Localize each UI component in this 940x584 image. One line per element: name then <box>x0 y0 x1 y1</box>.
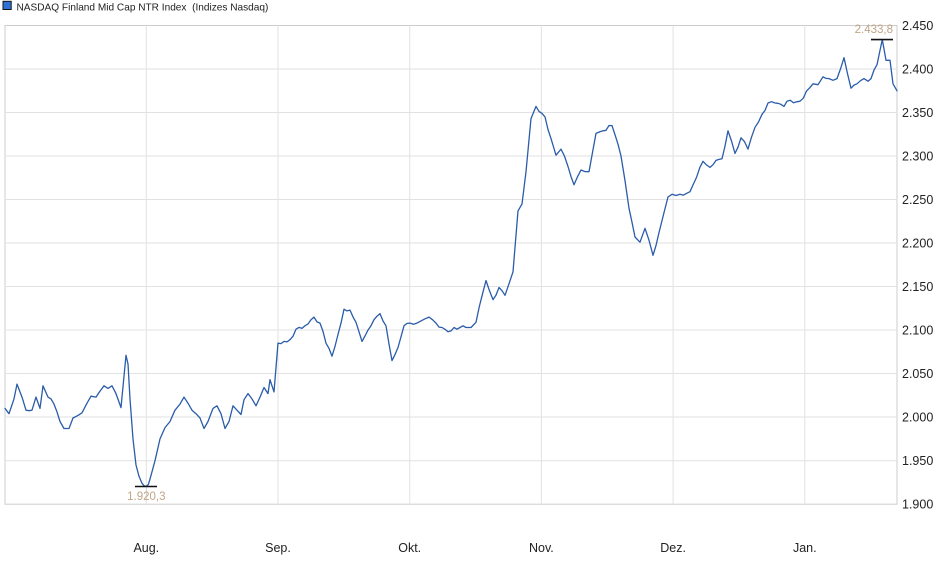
svg-text:2.150: 2.150 <box>902 280 933 294</box>
svg-text:Aug.: Aug. <box>133 541 159 555</box>
svg-text:2.450: 2.450 <box>902 19 933 33</box>
svg-text:2.250: 2.250 <box>902 193 933 207</box>
svg-text:1.920,3: 1.920,3 <box>127 491 165 503</box>
svg-text:Sep.: Sep. <box>265 541 291 555</box>
svg-text:2.300: 2.300 <box>902 150 933 164</box>
svg-text:Okt.: Okt. <box>398 541 421 555</box>
svg-text:2.400: 2.400 <box>902 63 933 77</box>
svg-text:2.000: 2.000 <box>902 411 933 425</box>
svg-text:Nov.: Nov. <box>529 541 554 555</box>
svg-text:2.350: 2.350 <box>902 106 933 120</box>
svg-text:2.200: 2.200 <box>902 237 933 251</box>
svg-text:NASDAQ Finland Mid Cap NTR Ind: NASDAQ Finland Mid Cap NTR Index (Indize… <box>17 2 269 13</box>
svg-text:Dez.: Dez. <box>660 541 686 555</box>
svg-text:2.100: 2.100 <box>902 324 933 338</box>
svg-text:1.900: 1.900 <box>902 498 933 512</box>
svg-text:2.050: 2.050 <box>902 367 933 381</box>
svg-text:1.950: 1.950 <box>902 454 933 468</box>
svg-text:2.433,8: 2.433,8 <box>855 24 893 36</box>
svg-text:Jan.: Jan. <box>793 541 817 555</box>
